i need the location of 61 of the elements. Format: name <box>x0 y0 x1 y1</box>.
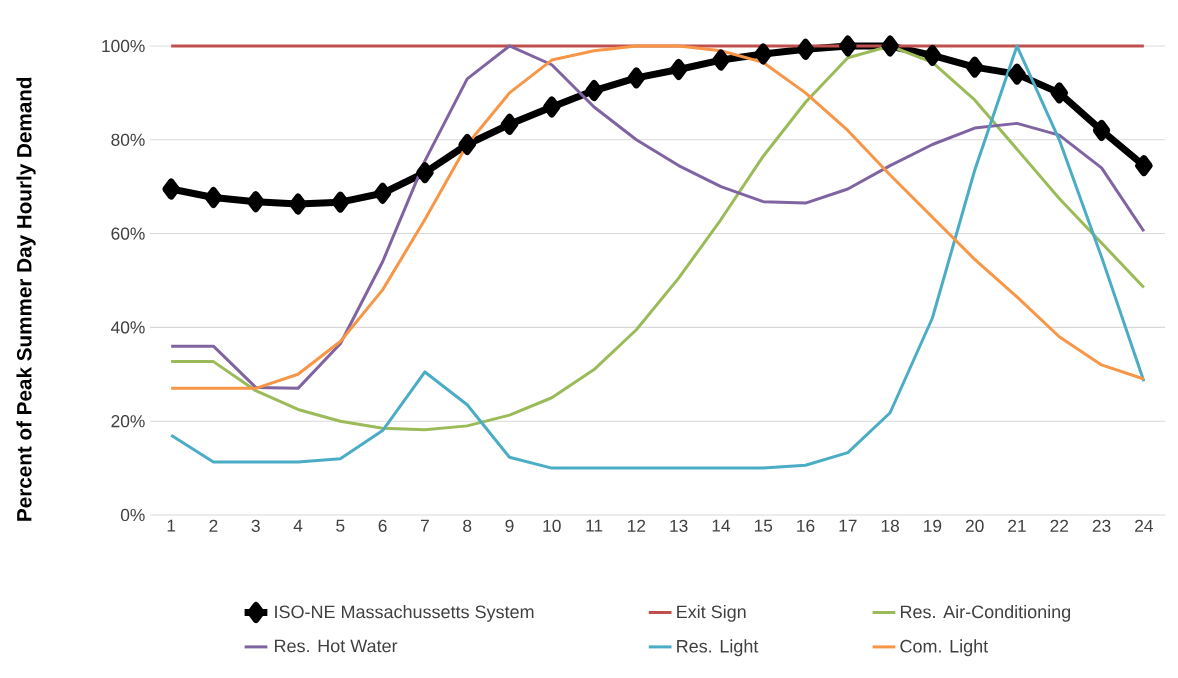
point <box>669 58 688 80</box>
x-tick-label: 12 <box>628 519 646 532</box>
x-tick-label: 6 <box>378 519 387 532</box>
point <box>458 133 476 155</box>
x-tick-label: 24 <box>1135 519 1153 532</box>
point <box>416 162 434 184</box>
x-tick-label: 16 <box>797 519 815 532</box>
point <box>1050 82 1069 104</box>
point <box>162 178 180 200</box>
x-tick-label: 10 <box>543 519 561 532</box>
point <box>712 49 730 71</box>
point <box>585 80 603 102</box>
x-tick-label: 15 <box>754 519 773 532</box>
legend-label: Res. Hot Water <box>275 639 398 653</box>
point <box>839 35 857 57</box>
x-tick-label: 8 <box>463 519 472 532</box>
y-tick-label: 100% <box>102 39 145 53</box>
point <box>289 193 307 215</box>
x-tick-label: 19 <box>924 519 942 532</box>
point <box>1135 155 1153 177</box>
y-tick-label: 0% <box>120 508 145 522</box>
x-tick-label: 21 <box>1008 519 1026 532</box>
x-tick-label: 3 <box>251 519 260 532</box>
x-tick-label: 2 <box>209 519 218 532</box>
y-tick-label: 60% <box>111 227 145 240</box>
legend-label: Com. Light <box>900 639 989 657</box>
legend-label: Res. Light <box>677 639 759 657</box>
x-tick-label: 9 <box>505 519 514 532</box>
point <box>965 56 984 78</box>
x-tick-label: 23 <box>1092 519 1111 532</box>
x-tick-label: 11 <box>586 519 603 532</box>
point <box>543 96 561 118</box>
x-tick-label: 18 <box>881 519 899 532</box>
point <box>923 44 942 66</box>
y-tick-label: 40% <box>111 321 145 334</box>
point <box>246 191 265 213</box>
x-tick-label: 7 <box>420 519 429 532</box>
point <box>881 35 899 57</box>
point <box>500 113 519 135</box>
y-tick-label: 20% <box>111 415 145 428</box>
legend-label: Res. Air-Conditioning <box>900 605 1071 622</box>
point <box>373 182 392 204</box>
x-tick-label: 4 <box>293 519 303 532</box>
x-tick-label: 5 <box>336 519 345 532</box>
point <box>627 67 646 89</box>
x-tick-label: 22 <box>1050 519 1069 532</box>
point <box>1008 63 1026 85</box>
x-tick-label: 14 <box>712 519 731 532</box>
x-tick-label: 1 <box>167 519 176 532</box>
legend-label: Exit Sign <box>677 605 746 622</box>
point <box>796 38 815 60</box>
point <box>1092 119 1111 141</box>
x-tick-label: 13 <box>670 519 688 532</box>
y-axis-title: Percent of Peak Summer Day Hourly Demand <box>16 77 36 521</box>
legend-label: ISO-NE Massachussetts System <box>275 605 534 622</box>
x-tick-label: 20 <box>965 519 984 532</box>
point <box>204 186 223 208</box>
point <box>754 43 772 65</box>
x-tick-label: 17 <box>839 519 857 532</box>
point <box>331 191 350 213</box>
y-tick-label: 80% <box>111 133 145 146</box>
